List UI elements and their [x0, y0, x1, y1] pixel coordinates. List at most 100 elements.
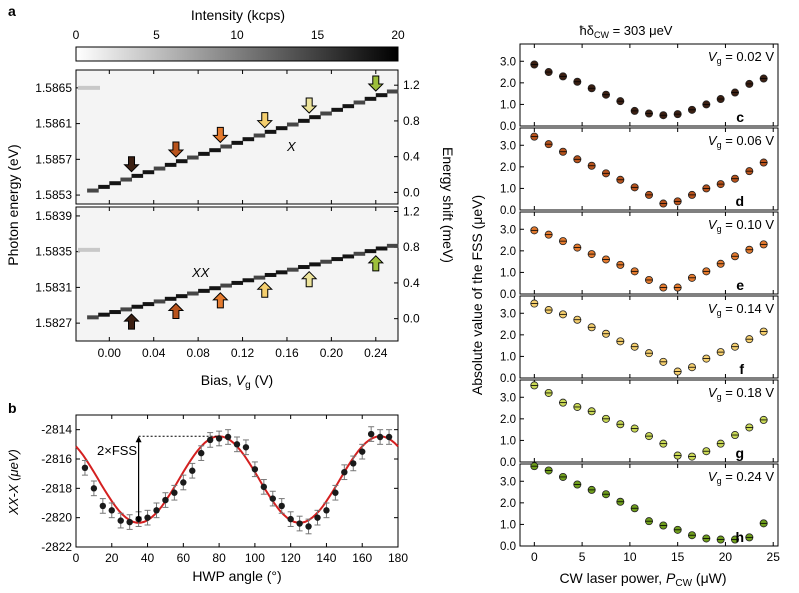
- x-line-segment: [275, 126, 288, 131]
- x-tick-label: 80: [212, 551, 226, 565]
- vg-label-f: Vg = 0.14 V: [708, 301, 774, 318]
- right-tick-label: 0.4: [403, 276, 420, 290]
- x-tick-label: 0: [531, 550, 538, 564]
- y-tick-label: 0.0: [500, 121, 516, 133]
- x-axis-label-bias: Bias, Vg (V): [201, 372, 273, 391]
- panel-label-f: f: [739, 361, 744, 377]
- x-line-segment: [187, 155, 199, 160]
- xx-arrow: [212, 292, 229, 309]
- xx-line-segment: [253, 275, 266, 280]
- panel-a: a Intensity (kcps) 0 5 10 15 20 1.5853 1.5857…: [5, 3, 456, 391]
- x-line-segment: [109, 181, 121, 186]
- data-point: [189, 467, 196, 474]
- right-tick-label: 0.4: [403, 150, 420, 164]
- y-tick-label: 2.0: [500, 414, 516, 426]
- xx-line-segment: [209, 286, 221, 291]
- xx-line-segment: [386, 243, 399, 248]
- y-axis-label-fss: Absolute value of the FSS (μeV): [469, 195, 485, 395]
- colorbar-tick-label: 10: [230, 28, 244, 42]
- y-tick-label: -2816: [41, 452, 72, 466]
- data-point: [314, 514, 321, 521]
- y-tick-label: 1.0: [500, 99, 516, 111]
- x-axis-label-cw-power: CW laser power, PCW (μW): [559, 570, 726, 589]
- y-axis-label-xx-x: XX-X (μeV): [6, 449, 21, 516]
- data-point: [296, 520, 303, 527]
- data-point: [81, 464, 89, 471]
- data-point: [117, 517, 124, 524]
- xx-arrow: [256, 281, 273, 298]
- subplot-frame-g: [519, 379, 779, 463]
- x-line-segment: [309, 115, 321, 120]
- panel-label-e: e: [736, 277, 744, 293]
- data-point: [278, 502, 285, 510]
- x-tick-label: 0.04: [142, 346, 166, 360]
- x-tick-label: 0.16: [275, 346, 299, 360]
- xx-arrow: [300, 270, 318, 288]
- x-tick-label: 0.24: [364, 346, 388, 360]
- x-line-segment: [231, 140, 244, 145]
- x-tick-label: 10: [623, 550, 637, 564]
- data-point: [126, 518, 133, 526]
- x-arrow: [367, 75, 385, 92]
- panel-label-d: d: [735, 193, 744, 209]
- y-tick-label: 1.5861: [35, 117, 72, 131]
- data-point: [242, 444, 250, 451]
- xx-state-label: XX: [191, 265, 211, 280]
- right-tick-label: 0.8: [403, 114, 420, 128]
- x-tick-label: 100: [245, 551, 265, 565]
- right-tick-label: 1.2: [403, 204, 420, 218]
- y-tick-label: 1.5853: [35, 188, 72, 202]
- xx-arrow: [123, 313, 140, 330]
- x-line-segment: [331, 107, 343, 112]
- y-tick-label: 2.0: [500, 78, 516, 90]
- xx-line-segment: [309, 262, 321, 267]
- x-tick-label: 160: [352, 551, 372, 565]
- data-point: [359, 448, 366, 455]
- x-tick-label: 40: [141, 551, 155, 565]
- panel-b: b 0 20 40 60 80 100 120 140 160 180 -2814 -2816 -281…: [6, 400, 408, 584]
- x-tick-label: 0: [73, 551, 80, 565]
- vg-label-e: Vg = 0.10 V: [708, 217, 774, 234]
- data-point: [305, 523, 312, 530]
- xx-line-segment: [364, 249, 377, 254]
- x-line-segment: [353, 100, 366, 105]
- x-line-segment: [131, 173, 144, 178]
- data-point: [332, 489, 339, 496]
- x-line-segment: [298, 118, 310, 123]
- right-tick-label: 0.0: [403, 312, 420, 326]
- subplot-frame-f: [519, 295, 779, 379]
- xx-line-segment: [198, 288, 210, 293]
- y-axis-label-photon-energy: Photon energy (eV): [5, 144, 21, 265]
- xx-line-segment: [164, 296, 177, 301]
- x-tick-label: 0.12: [231, 346, 255, 360]
- x-line-segment: [142, 170, 155, 175]
- data-point: [99, 502, 107, 510]
- data-point: [350, 460, 357, 467]
- xx-arrow: [367, 255, 385, 272]
- y-tick-label: -2822: [41, 540, 72, 554]
- heatmap-bottom-plot: 1.5827 1.5831 1.5835 1.5839 0.0 0.4 0.8 1.2 0.00…: [35, 204, 420, 360]
- y-tick-label: 0.0: [500, 205, 516, 217]
- data-point: [287, 515, 294, 523]
- data-point: [215, 435, 223, 442]
- x-line-segment: [164, 162, 177, 167]
- xx-line-segment: [175, 294, 188, 299]
- xx-line-segment: [342, 254, 355, 259]
- colorbar-tick-label: 5: [153, 28, 160, 42]
- vg-label-c: Vg = 0.02 V: [708, 49, 774, 66]
- x-line-segment: [120, 177, 133, 182]
- subplot-frame-d: [519, 127, 779, 211]
- heatmap-top-frame: [75, 69, 399, 205]
- y-tick-label: 1.5857: [35, 152, 72, 166]
- subplot-frame-e: [519, 211, 779, 295]
- data-point: [376, 433, 384, 441]
- subplot-frame-c: [519, 43, 779, 127]
- x-tick-label: 140: [316, 551, 336, 565]
- data-point: [385, 433, 393, 441]
- colorbar-tick-label: 20: [391, 28, 405, 42]
- right-tick-label: 1.2: [403, 78, 420, 92]
- vg-label-d: Vg = 0.06 V: [708, 133, 774, 150]
- y-tick-label: 2.0: [500, 330, 516, 342]
- xx-arrow: [167, 302, 185, 319]
- y-tick-label: 0.0: [500, 541, 516, 553]
